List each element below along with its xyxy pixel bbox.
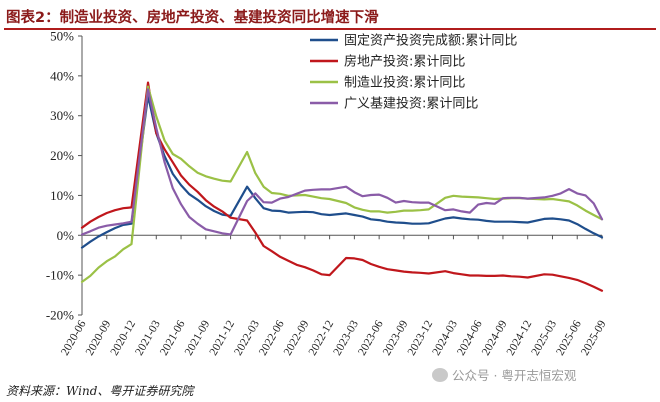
legend-label: 固定资产投资完成额:累计同比 [344, 33, 517, 49]
axes: -20%-10%0%10%20%30%40%50%2020-062020-092… [46, 29, 609, 358]
y-tick-label: 10% [50, 188, 74, 203]
legend-label: 房地产投资:累计同比 [344, 54, 465, 70]
series-line-3 [80, 85, 604, 283]
x-tick-label: 2025-09 [579, 318, 609, 357]
y-tick-label: 40% [50, 68, 74, 83]
y-tick-label: -20% [46, 308, 74, 323]
y-tick-label: 50% [50, 29, 74, 44]
legend-label: 广义基建投资:累计同比 [344, 96, 478, 112]
y-tick-label: 0% [57, 228, 75, 243]
source-note: 资料来源：Wind、粤开证券研究院 [6, 384, 194, 398]
wechat-icon [432, 368, 448, 382]
chart-title: 图表2：制造业投资、房地产投资、基建投资同比增速下滑 [6, 10, 379, 26]
series-line-2 [80, 81, 604, 292]
series-line-4 [80, 88, 604, 236]
plot-area [80, 81, 604, 292]
legend-label: 制造业投资:累计同比 [344, 75, 465, 91]
watermark-text: 公众号 · 粤开志恒宏观 [452, 368, 577, 383]
title-rule [4, 28, 656, 30]
watermark: 公众号 · 粤开志恒宏观 [432, 365, 576, 384]
y-tick-label: -10% [46, 268, 74, 283]
y-tick-label: 30% [50, 108, 74, 123]
series-line-1 [80, 94, 604, 249]
legend: 固定资产投资完成额:累计同比房地产投资:累计同比制造业投资:累计同比广义基建投资… [310, 33, 517, 112]
y-tick-label: 20% [50, 148, 74, 163]
